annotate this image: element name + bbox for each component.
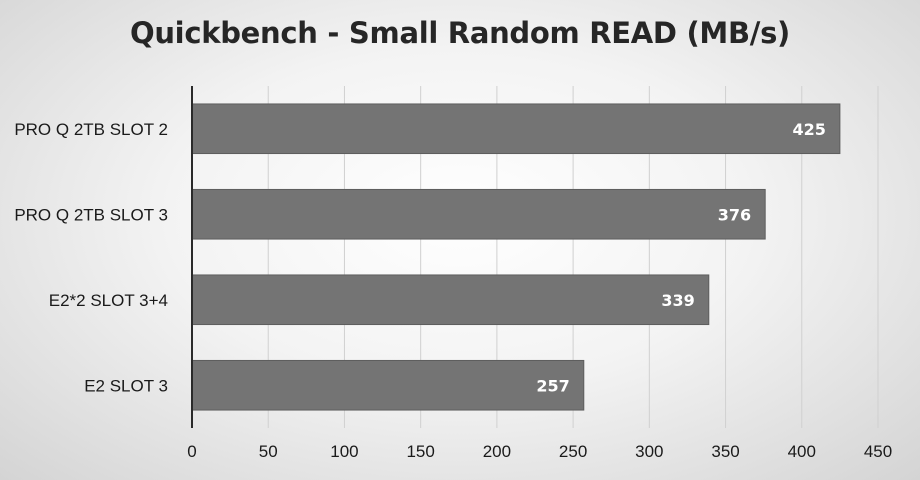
data-label: 339 — [661, 291, 694, 310]
x-tick-label: 300 — [635, 442, 663, 461]
x-tick-label: 400 — [788, 442, 816, 461]
bar — [191, 188, 766, 240]
data-label: 425 — [792, 120, 825, 139]
x-tick-label: 350 — [711, 442, 739, 461]
category-label: PRO Q 2TB SLOT 3 — [14, 205, 168, 224]
x-tick-label: 0 — [187, 442, 196, 461]
data-label: 376 — [718, 205, 751, 224]
x-tick-label: 100 — [330, 442, 358, 461]
x-tick-label: 50 — [259, 442, 278, 461]
chart-title: Quickbench - Small Random READ (MB/s) — [129, 16, 791, 50]
x-tick-label: 250 — [559, 442, 587, 461]
bar — [191, 274, 710, 326]
bar — [191, 359, 585, 411]
bar — [191, 103, 841, 155]
x-tick-label: 200 — [483, 442, 511, 461]
category-label: PRO Q 2TB SLOT 2 — [14, 120, 168, 139]
x-tick-label: 450 — [864, 442, 892, 461]
data-label: 257 — [536, 376, 569, 395]
category-label: E2 SLOT 3 — [84, 376, 168, 395]
x-tick-label: 150 — [406, 442, 434, 461]
category-label: E2*2 SLOT 3+4 — [49, 291, 168, 310]
